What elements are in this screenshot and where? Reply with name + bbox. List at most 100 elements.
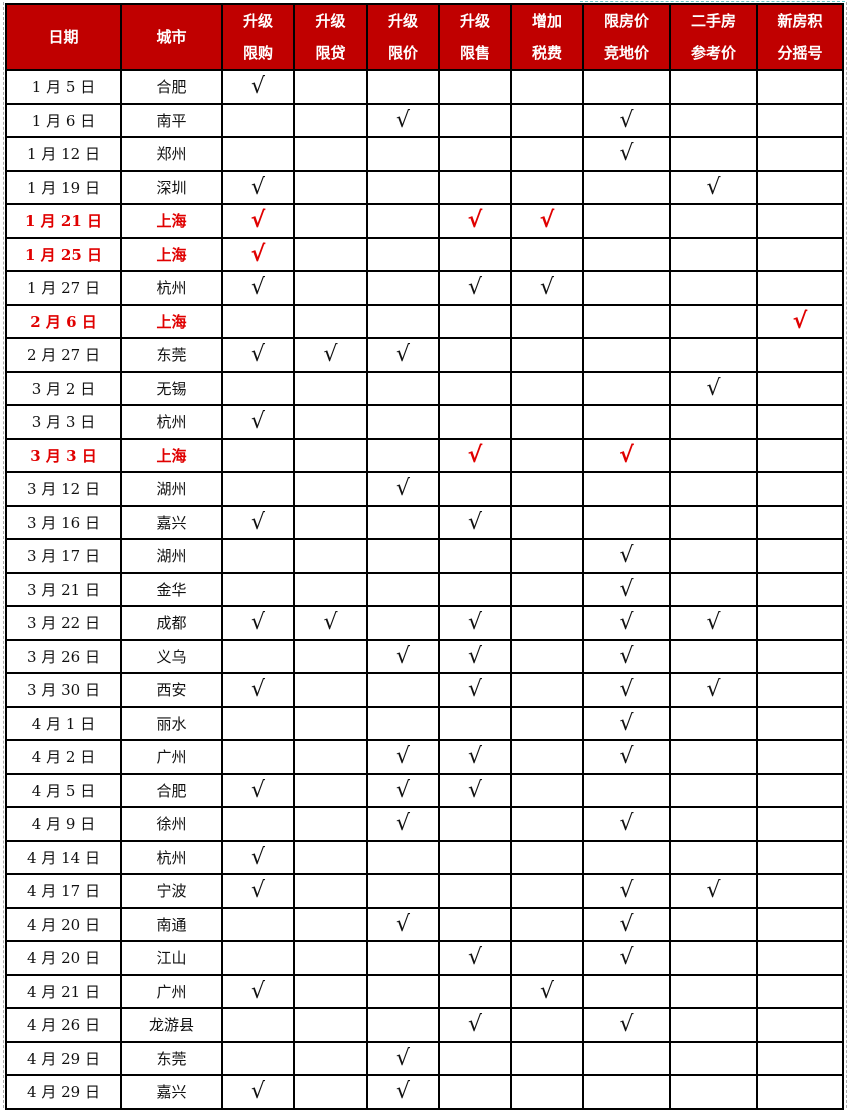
city-cell: 东莞 [120, 1040, 223, 1076]
check-cell: √ [366, 806, 440, 842]
check-cell [366, 571, 440, 607]
check-cell [669, 337, 758, 373]
table-row: 3 月 26 日义乌 √ √ √ [5, 638, 844, 674]
check-cell [293, 772, 368, 808]
check-cell: √ [438, 605, 512, 641]
check-cell [293, 806, 368, 842]
date-cell: 3 月 22 日 [5, 605, 122, 641]
check-cell [669, 806, 758, 842]
date-cell: 3 月 16 日 [5, 504, 122, 540]
check-cell [438, 102, 512, 138]
check-cell [293, 169, 368, 205]
check-cell: √ [438, 270, 512, 306]
check-cell [438, 169, 512, 205]
column-header: 二手房 参考价 [669, 3, 758, 71]
check-cell: √ [582, 873, 671, 909]
check-cell [438, 906, 512, 942]
check-cell [510, 806, 584, 842]
column-header: 升级 限价 [366, 3, 440, 71]
check-cell: √ [582, 739, 671, 775]
check-cell: √ [366, 772, 440, 808]
check-cell: √ [669, 873, 758, 909]
check-cell [510, 370, 584, 406]
check-cell [669, 404, 758, 440]
check-cell [669, 638, 758, 674]
check-cell [438, 303, 512, 339]
check-cell: √ [756, 303, 844, 339]
check-cell [293, 437, 368, 473]
check-cell [293, 638, 368, 674]
check-cell [221, 806, 295, 842]
check-cell [366, 672, 440, 708]
check-cell: √ [582, 806, 671, 842]
date-cell: 4 月 29 日 [5, 1074, 122, 1110]
date-cell: 3 月 3 日 [5, 437, 122, 473]
date-cell: 1 月 27 日 [5, 270, 122, 306]
check-cell [221, 136, 295, 172]
column-header: 日期 [5, 3, 122, 71]
city-cell: 杭州 [120, 839, 223, 875]
date-cell: 4 月 2 日 [5, 739, 122, 775]
check-cell [756, 136, 844, 172]
check-cell [221, 739, 295, 775]
city-cell: 合肥 [120, 772, 223, 808]
check-cell [756, 69, 844, 105]
check-cell [756, 1007, 844, 1043]
check-cell [669, 940, 758, 976]
check-cell: √ [582, 1007, 671, 1043]
city-cell: 江山 [120, 940, 223, 976]
check-cell [669, 772, 758, 808]
selection-border [580, 1, 845, 2]
check-cell [669, 739, 758, 775]
check-cell [582, 772, 671, 808]
check-cell [510, 404, 584, 440]
date-cell: 4 月 20 日 [5, 940, 122, 976]
city-cell: 嘉兴 [120, 504, 223, 540]
check-cell [221, 437, 295, 473]
check-cell [293, 69, 368, 105]
check-cell: √ [438, 940, 512, 976]
check-cell [582, 236, 671, 272]
check-cell [756, 638, 844, 674]
check-cell [510, 906, 584, 942]
check-cell [669, 471, 758, 507]
check-cell [293, 370, 368, 406]
date-cell: 1 月 12 日 [5, 136, 122, 172]
check-cell [756, 471, 844, 507]
table-row: 1 月 6 日南平 √ √ [5, 102, 844, 138]
check-cell: √ [582, 136, 671, 172]
date-cell: 1 月 19 日 [5, 169, 122, 205]
check-cell [293, 973, 368, 1009]
table-row: 3 月 3 日上海 √ √ [5, 437, 844, 473]
check-cell [582, 370, 671, 406]
check-cell [756, 906, 844, 942]
check-cell [366, 136, 440, 172]
check-cell [366, 839, 440, 875]
check-cell [756, 404, 844, 440]
table-row: 4 月 20 日江山 √ √ [5, 940, 844, 976]
date-cell: 4 月 26 日 [5, 1007, 122, 1043]
table-row: 4 月 5 日合肥 √ √ √ [5, 772, 844, 808]
check-cell [221, 638, 295, 674]
check-cell [582, 1040, 671, 1076]
check-cell [366, 437, 440, 473]
table-row: 4 月 20 日南通 √ √ [5, 906, 844, 942]
check-cell [756, 806, 844, 842]
city-cell: 郑州 [120, 136, 223, 172]
check-cell [510, 337, 584, 373]
check-cell [756, 839, 844, 875]
check-cell: √ [510, 203, 584, 239]
check-cell [756, 940, 844, 976]
check-cell [669, 906, 758, 942]
check-cell: √ [221, 672, 295, 708]
check-cell: √ [293, 337, 368, 373]
column-header: 升级 限购 [221, 3, 295, 71]
check-cell [438, 839, 512, 875]
check-cell [293, 705, 368, 741]
table-row: 1 月 19 日深圳 √ √ [5, 169, 844, 205]
check-cell [756, 1040, 844, 1076]
check-cell [438, 471, 512, 507]
check-cell: √ [582, 102, 671, 138]
check-cell: √ [221, 873, 295, 909]
table-row: 4 月 29 日嘉兴 √ √ [5, 1074, 844, 1110]
